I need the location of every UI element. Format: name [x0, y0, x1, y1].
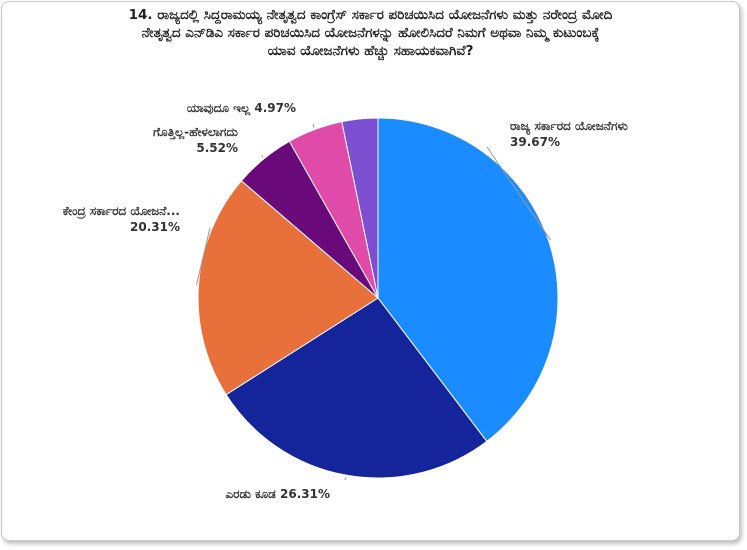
leader-line-0 — [486, 146, 551, 241]
slice-label-2: ಕೇಂದ್ರ ಸರ್ಕಾರದ ಯೋಜನೆ... — [63, 204, 180, 219]
leader-line-4 — [312, 123, 315, 128]
slice-label-1: ಎರಡು ಕೂಡ 26.31% — [225, 487, 330, 501]
pie-slice-2 — [197, 180, 379, 396]
slice-label-4: ಯಾವುದೂ ಇಲ್ಲ 4.97% — [187, 101, 296, 117]
pie-slice-1 — [225, 297, 488, 479]
slice-value-0: 39.67% — [510, 135, 560, 149]
pie-slice-5 — [341, 117, 379, 299]
chart-title-line-3: ಯಾವ ಯೋಜನೆಗಳು ಹೆಚ್ಚು ಸಹಾಯಕವಾಗಿವೆ? — [267, 43, 474, 59]
leader-line-1 — [344, 476, 347, 481]
slice-value-1: 26.31% — [280, 487, 330, 501]
chart-title-line-1: 14. ರಾಜ್ಯದಲ್ಲಿ ಸಿದ್ದರಾಮಯ್ಯ ನೇತೃತ್ವದ ಕಾಂಗ… — [128, 7, 613, 23]
chart-title-line-2: ನೇತೃತ್ವದ ಎನ್‌ಡಿಎ ಸರ್ಕಾರ ಪರಿಚಯಿಸಿದ ಯೋಜನೆಗ… — [141, 25, 600, 41]
slice-value-4: 4.97% — [254, 101, 296, 115]
pie-slice-0 — [377, 117, 559, 443]
slice-label-3: ಗೊತ್ತಿಲ್ಲ-ಹೇಳಲಾಗದು — [153, 125, 238, 141]
leader-line-2 — [195, 227, 211, 286]
slice-value-3: 5.52% — [196, 141, 238, 155]
slice-label-0: ರಾಜ್ಯ ಸರ್ಕಾರದ ಯೋಜನೆಗಳು — [510, 119, 628, 136]
slice-value-2: 20.31% — [130, 220, 180, 234]
chart-title: 14. ರಾಜ್ಯದಲ್ಲಿ ಸಿದ್ದರಾಮಯ್ಯ ನೇತೃತ್ವದ ಕಾಂಗ… — [2, 6, 739, 60]
